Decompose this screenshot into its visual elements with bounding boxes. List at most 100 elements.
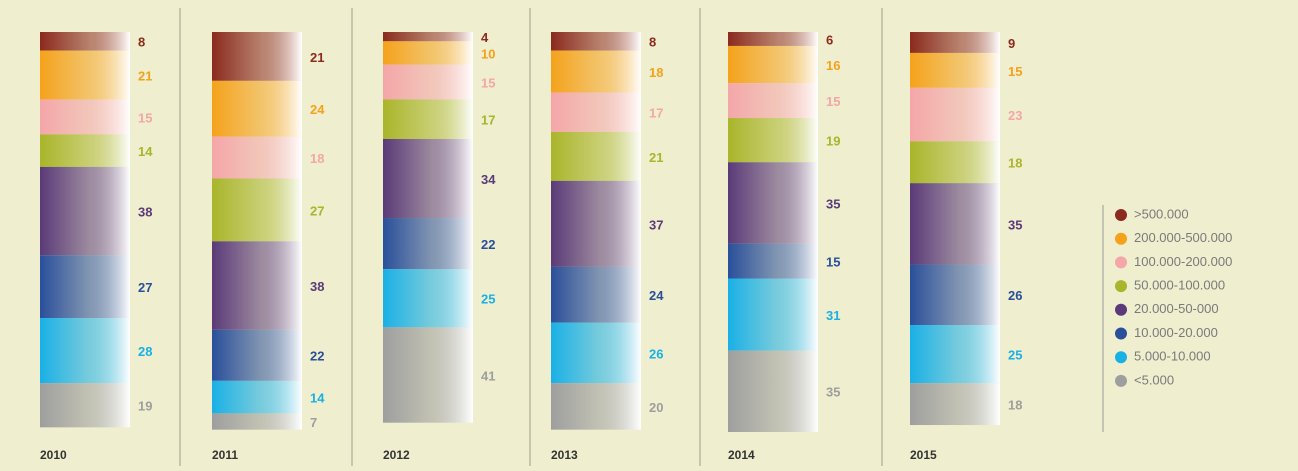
legend-swatch <box>1115 351 1127 364</box>
data-label: 6 <box>826 32 833 47</box>
bar-segment <box>212 80 302 137</box>
x-tick-label: 2014 <box>728 448 755 462</box>
data-label: 14 <box>310 391 325 406</box>
bar-segment <box>40 32 130 51</box>
bar-segment <box>728 32 818 46</box>
data-label: 38 <box>138 205 152 220</box>
bar-segment <box>40 166 130 256</box>
bar-segment <box>40 255 130 319</box>
data-label: 20 <box>649 400 663 415</box>
data-label: 15 <box>138 110 152 125</box>
data-label: 19 <box>138 399 152 414</box>
bar-segment <box>551 383 641 430</box>
data-label: 25 <box>481 292 495 307</box>
data-label: 21 <box>649 150 663 165</box>
legend-label: <5.000 <box>1134 372 1174 387</box>
data-label: 15 <box>826 255 840 270</box>
legend-swatch <box>1115 209 1127 221</box>
legend-label: 20.000-50-000 <box>1134 301 1219 316</box>
data-label: 9 <box>1008 36 1015 51</box>
data-label: 37 <box>649 217 663 232</box>
bar-segment <box>212 32 302 81</box>
bar-segment <box>212 380 302 414</box>
bar-segment <box>212 136 302 179</box>
data-label: 16 <box>826 58 840 73</box>
bar-segment <box>40 383 130 428</box>
legend: >500.000 200.000-500.000 100.000-200.000 50… <box>1115 206 1232 387</box>
bar-segment <box>40 318 130 384</box>
data-label: 35 <box>826 385 840 400</box>
legend-label: 5.000-10.000 <box>1134 349 1211 364</box>
legend-label: 10.000-20.000 <box>1134 325 1218 340</box>
bar-segment <box>728 118 818 163</box>
data-label: 8 <box>138 35 145 50</box>
legend-swatch <box>1115 256 1127 269</box>
data-label: 17 <box>481 113 495 128</box>
data-label: 25 <box>1008 348 1022 363</box>
bar-segment <box>383 64 473 100</box>
data-label: 41 <box>481 368 495 383</box>
legend-label: 100.000-200.000 <box>1134 254 1232 269</box>
data-label: 18 <box>1008 398 1022 413</box>
bar-segment <box>551 180 641 267</box>
bar-segment <box>910 32 1000 53</box>
x-tick-label: 2012 <box>383 448 410 462</box>
bar-segment <box>728 278 818 351</box>
bar-segment <box>728 45 818 84</box>
bar-segment <box>551 32 641 51</box>
data-label: 15 <box>826 94 840 109</box>
bar-segment <box>40 99 130 135</box>
data-label: 18 <box>1008 156 1022 171</box>
data-label: 27 <box>138 280 152 295</box>
data-label: 7 <box>310 415 317 430</box>
bar-segment <box>551 50 641 93</box>
bar-segment <box>910 52 1000 88</box>
bar-segment <box>40 134 130 167</box>
data-label: 38 <box>310 279 324 294</box>
bar-segment <box>910 183 1000 265</box>
data-label: 23 <box>1008 108 1022 123</box>
data-label: 22 <box>481 237 495 252</box>
data-label: 35 <box>826 196 840 211</box>
data-label: 10 <box>481 46 495 61</box>
data-label: 24 <box>310 102 325 117</box>
bar-segment <box>383 218 473 270</box>
bar-segment <box>212 178 302 242</box>
data-label: 21 <box>138 68 152 83</box>
legend-swatch <box>1115 280 1127 293</box>
data-label: 35 <box>1008 217 1022 232</box>
bar-segment <box>40 50 130 100</box>
legend-label: >500.000 <box>1134 206 1189 221</box>
data-label: 18 <box>649 65 663 80</box>
data-label: 26 <box>1008 288 1022 303</box>
x-tick-label: 2011 <box>212 448 238 462</box>
data-label: 4 <box>481 30 489 45</box>
data-label: 14 <box>138 144 153 159</box>
data-label: 22 <box>310 349 324 364</box>
bar-segment <box>910 87 1000 142</box>
data-label: 28 <box>138 344 152 359</box>
bar-segment <box>910 264 1000 326</box>
bar-segment <box>383 269 473 328</box>
x-tick-label: 2013 <box>551 448 578 462</box>
x-tick-label: 2010 <box>40 448 67 462</box>
data-label: 31 <box>826 308 840 323</box>
bar-segment <box>383 41 473 65</box>
legend-label: 200.000-500.000 <box>1134 230 1232 245</box>
legend-swatch <box>1115 232 1127 245</box>
bar-segment <box>383 327 473 423</box>
legend-swatch <box>1115 303 1127 316</box>
bar-segment <box>910 383 1000 426</box>
data-label: 27 <box>310 203 324 218</box>
bar-segment <box>910 325 1000 384</box>
bar-segment <box>728 83 818 119</box>
bar-segment <box>910 141 1000 184</box>
bar-segment <box>383 32 473 42</box>
bar-segment <box>212 413 302 430</box>
data-label: 21 <box>310 50 324 65</box>
data-label: 15 <box>1008 64 1022 79</box>
bar-segment <box>551 92 641 132</box>
bar-segment <box>551 132 641 181</box>
legend-swatch <box>1115 327 1127 340</box>
